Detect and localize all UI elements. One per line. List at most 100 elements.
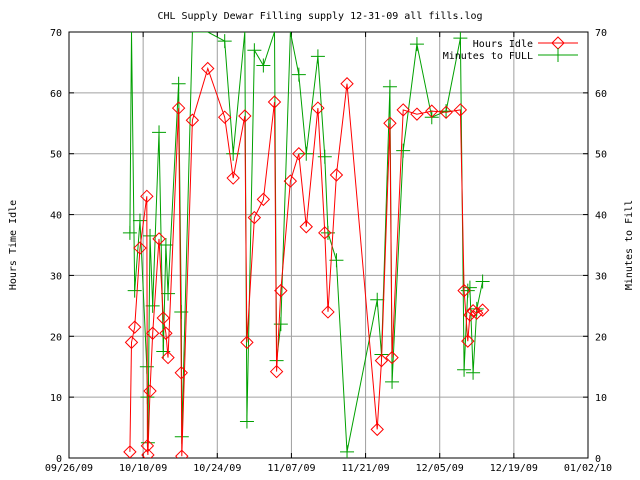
minutes-to-full-point [127,283,142,298]
minutes-to-full-point [122,225,137,240]
hours-idle-point [318,226,332,240]
minutes-to-full-point [466,365,481,380]
x-tick-label: 12/19/09 [490,463,538,474]
hours-idle-point [174,366,188,380]
minutes-to-full-point [171,76,186,91]
y-tick-label-right: 40 [595,211,607,222]
y-tick-label-right: 70 [595,28,607,39]
minutes-to-full-point [396,143,411,158]
hours-idle-point [156,311,170,325]
hours-idle-point [141,448,155,458]
minutes-to-full-point [310,49,325,64]
minutes-to-full-point [385,374,400,389]
minutes-to-full-point [247,43,262,58]
minutes-to-full-point [143,228,158,243]
hours-idle-point [299,220,313,234]
hours-idle-point [311,101,325,115]
y-tick-label-right: 10 [595,393,607,404]
hours-idle-point [463,308,477,322]
minutes-to-full-point [329,253,344,268]
hours-idle-legend-label: Hours Idle [473,39,533,50]
hours-idle-point [171,101,186,115]
grid-lines [69,32,588,458]
x-tick-label: 09/26/09 [45,463,93,474]
hours-idle-point [383,116,397,130]
hours-idle-point [475,303,490,317]
hours-idle-point [133,241,147,255]
plot-frame [68,31,589,459]
minutes-to-full-line [129,32,484,452]
x-tick-label: 01/02/10 [564,463,612,474]
y-tick-label-right: 0 [595,454,601,465]
y-tick-label-right: 50 [595,150,607,161]
y-axis-left-label: Hours Time Idle [8,200,19,290]
minutes-to-full-legend-marker [551,48,565,62]
minutes-to-full-point [460,283,475,298]
minutes-to-full-point [382,79,397,94]
minutes-to-full-series [122,32,490,458]
hours-idle-line [129,66,483,457]
minutes-to-full-point [145,298,160,313]
hours-idle-point [385,350,399,365]
minutes-to-full-point [217,34,232,49]
hours-idle-point [238,109,252,123]
x-tick-label: 10/24/09 [193,463,241,474]
hours-idle-point [470,306,484,320]
minutes-to-full-point [340,444,355,458]
x-tick-label: 10/10/09 [119,463,167,474]
y-tick-label-left: 10 [50,393,62,404]
hours-idle-point [292,147,306,161]
hours-idle-point [374,353,389,368]
y-tick-label-left: 40 [50,211,62,222]
hours-idle-point [425,104,439,118]
minutes-to-full-point [256,58,271,73]
hours-idle-point [217,110,232,124]
y-tick-label-right: 20 [595,332,607,343]
minutes-to-full-point [370,292,385,307]
minutes-to-full-point [409,37,424,52]
minutes-to-full-point [453,32,468,46]
y-axis-right-label: Minutes to Fill [624,200,635,290]
y-tick-label-right: 30 [595,271,607,282]
hours-idle-point [274,283,288,298]
chart-title: CHL Supply Dewar Filling supply 12-31-09… [157,11,482,22]
x-tick-label: 12/05/09 [416,463,464,474]
hours-idle-point [240,335,254,350]
hours-idle-point [140,439,155,453]
y-tick-label-left: 60 [50,89,62,100]
tick-labels: 09/26/09 10/10/09 10/24/09 11/07/09 11/21/09… [45,28,612,474]
hours-idle-point [226,171,240,185]
minutes-to-full-legend-label: Minutes to FULL [443,51,533,62]
hours-idle-point [256,192,271,207]
minutes-to-full-point [462,280,477,295]
hours-idle-point [124,335,139,350]
y-tick-label-right: 60 [595,89,607,100]
hours-idle-point [159,326,173,340]
hours-idle-point [123,445,137,458]
hours-idle-point [321,305,335,319]
series-layer [122,32,490,458]
hours-idle-point [140,189,154,204]
y-tick-label-left: 30 [50,271,62,282]
hours-idle-point [152,232,166,246]
hours-idle-point [340,77,354,91]
hours-idle-point [410,107,424,121]
hours-idle-point [161,350,175,365]
minutes-to-full-point [132,213,147,228]
hours-idle-point [466,304,480,318]
hours-idle-point [370,422,384,437]
minutes-to-full-point [152,125,167,140]
minutes-to-full-point [475,274,490,289]
minutes-to-full-point [239,414,254,429]
minutes-to-full-point [158,238,173,252]
minutes-to-full-point [161,286,176,301]
y-tick-label-left: 0 [56,454,62,465]
hours-idle-point [175,449,189,458]
hours-idle-point [145,326,160,340]
hours-idle-point [439,105,453,120]
minutes-to-full-point [291,67,306,82]
x-tick-label: 11/21/09 [341,463,389,474]
minutes-to-full-point [299,146,314,161]
